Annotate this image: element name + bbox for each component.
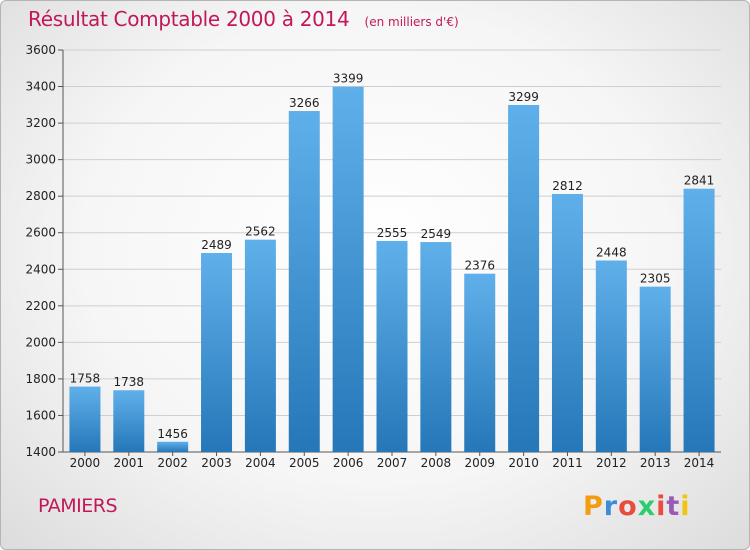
x-tick-label-2003: 2003 <box>201 456 232 470</box>
logo-letter: i <box>656 491 667 522</box>
x-tick-label-2001: 2001 <box>114 456 145 470</box>
value-label-2008: 2549 <box>421 227 452 241</box>
y-tick-label: 3600 <box>25 43 56 57</box>
y-tick-label: 1400 <box>25 445 56 459</box>
value-label-2006: 3399 <box>333 72 364 86</box>
x-tick-label-2014: 2014 <box>684 456 715 470</box>
bar-2011 <box>551 193 583 453</box>
x-tick-label-2011: 2011 <box>552 456 583 470</box>
bar-2002 <box>157 441 189 452</box>
bar-2005 <box>288 111 320 452</box>
y-tick-label: 1600 <box>25 408 56 422</box>
value-label-2004: 2562 <box>245 225 276 239</box>
logo-letter: x <box>637 491 657 522</box>
y-tick-label: 3200 <box>25 116 56 130</box>
value-label-2002: 1456 <box>157 427 188 441</box>
x-tick-label-2005: 2005 <box>289 456 320 470</box>
value-label-2001: 1738 <box>114 375 145 389</box>
x-tick-label-2006: 2006 <box>333 456 364 470</box>
bar-2010 <box>508 105 540 452</box>
bar-2008 <box>420 242 452 452</box>
bar-2009 <box>464 273 496 452</box>
value-label-2010: 3299 <box>508 90 539 104</box>
value-label-2012: 2448 <box>596 246 627 260</box>
logo-letter: t <box>666 491 681 522</box>
x-tick-label-2008: 2008 <box>421 456 452 470</box>
bar-2007 <box>376 240 408 452</box>
chart-title: Résultat Comptable 2000 à 2014 <box>28 7 350 31</box>
value-label-2011: 2812 <box>552 179 583 193</box>
bar-2003 <box>201 253 233 452</box>
y-tick-label: 2800 <box>25 189 56 203</box>
value-label-2005: 3266 <box>289 96 320 110</box>
bar-2004 <box>244 239 276 452</box>
x-tick-label-2009: 2009 <box>464 456 495 470</box>
chart-subtitle: (en milliers d'€) <box>364 15 459 29</box>
x-tick-label-2013: 2013 <box>640 456 671 470</box>
bar-2012 <box>595 260 627 452</box>
x-tick-label-2010: 2010 <box>508 456 539 470</box>
value-label-2003: 2489 <box>201 238 232 252</box>
y-tick-label: 1800 <box>25 372 56 386</box>
logo-letter: r <box>603 491 619 522</box>
y-tick-label: 2600 <box>25 226 56 240</box>
bars <box>69 86 715 453</box>
x-tick-label-2007: 2007 <box>377 456 408 470</box>
logo-letter: i <box>680 491 691 522</box>
bar-2013 <box>639 286 671 452</box>
x-tick-label-2000: 2000 <box>70 456 101 470</box>
value-label-2009: 2376 <box>464 259 495 273</box>
x-tick-label-2002: 2002 <box>157 456 188 470</box>
bar-2014 <box>683 188 715 452</box>
bar-2006 <box>332 86 364 452</box>
logo-letter: o <box>618 491 638 522</box>
proxiti-logo: Proxiti <box>583 491 691 522</box>
y-tick-label: 2400 <box>25 262 56 276</box>
value-label-2000: 1758 <box>70 372 101 386</box>
value-label-2014: 2841 <box>684 174 715 188</box>
logo-letter: P <box>583 491 604 522</box>
y-tick-label: 2000 <box>25 335 56 349</box>
y-tick-label: 3400 <box>25 80 56 94</box>
title-row: Résultat Comptable 2000 à 2014 (en milli… <box>28 7 459 31</box>
bar-2001 <box>113 390 145 452</box>
value-label-2007: 2555 <box>377 226 408 240</box>
bar-2000 <box>69 386 101 452</box>
city-name: PAMIERS <box>38 495 118 517</box>
value-label-2013: 2305 <box>640 272 671 286</box>
x-tick-label-2004: 2004 <box>245 456 276 470</box>
labels: 1400 1600 1800 2000 2200 2400 2600 2800 3000 3200… <box>25 43 714 470</box>
y-tick-label: 3000 <box>25 153 56 167</box>
y-tick-label: 2200 <box>25 299 56 313</box>
x-tick-label-2012: 2012 <box>596 456 627 470</box>
